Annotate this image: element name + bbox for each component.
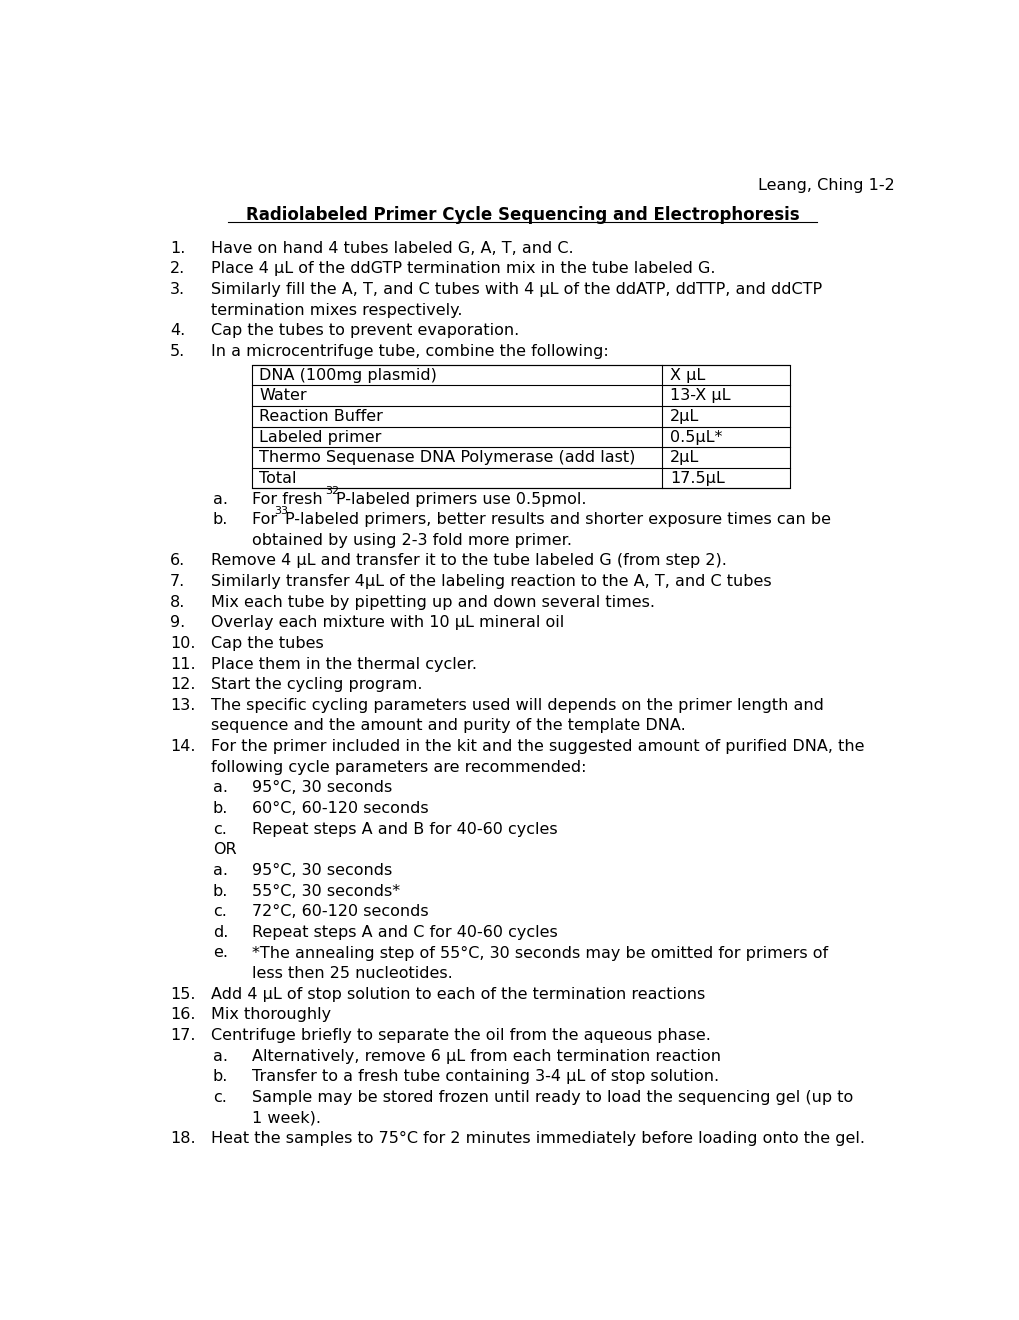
Text: Remove 4 μL and transfer it to the tube labeled G (from step 2).: Remove 4 μL and transfer it to the tube … [211,553,727,569]
Text: c.: c. [213,1090,226,1105]
Text: Similarly fill the A, T, and C tubes with 4 μL of the ddATP, ddTTP, and ddCTP: Similarly fill the A, T, and C tubes wit… [211,282,821,297]
Text: Mix each tube by pipetting up and down several times.: Mix each tube by pipetting up and down s… [211,595,654,610]
Text: a.: a. [213,863,227,878]
Text: Place 4 μL of the ddGTP termination mix in the tube labeled G.: Place 4 μL of the ddGTP termination mix … [211,261,715,276]
Text: P-labeled primers, better results and shorter exposure times can be: P-labeled primers, better results and sh… [285,512,830,527]
Text: b.: b. [213,801,228,816]
Text: Similarly transfer 4μL of the labeling reaction to the A, T, and C tubes: Similarly transfer 4μL of the labeling r… [211,574,771,589]
Text: Water: Water [259,388,307,404]
Text: Alternatively, remove 6 μL from each termination reaction: Alternatively, remove 6 μL from each ter… [252,1048,719,1064]
Text: 2μL: 2μL [669,409,699,424]
Text: Cap the tubes: Cap the tubes [211,636,324,651]
Text: 2μL: 2μL [669,450,699,466]
Text: 0.5μL*: 0.5μL* [669,430,721,445]
Text: 7.: 7. [170,574,185,589]
Text: Centrifuge briefly to separate the oil from the aqueous phase.: Centrifuge briefly to separate the oil f… [211,1028,710,1043]
Text: a.: a. [213,780,227,796]
Text: Total: Total [259,471,297,486]
Text: 8.: 8. [170,595,185,610]
Text: For the primer included in the kit and the suggested amount of purified DNA, the: For the primer included in the kit and t… [211,739,864,754]
Text: The specific cycling parameters used will depends on the primer length and: The specific cycling parameters used wil… [211,698,823,713]
Text: a.: a. [213,1048,227,1064]
Text: 72°C, 60-120 seconds: 72°C, 60-120 seconds [252,904,428,919]
Text: d.: d. [213,925,228,940]
Text: Transfer to a fresh tube containing 3-4 μL of stop solution.: Transfer to a fresh tube containing 3-4 … [252,1069,718,1084]
Text: c.: c. [213,821,226,837]
Text: Leang, Ching 1-2: Leang, Ching 1-2 [757,178,894,193]
Text: 32: 32 [324,486,338,496]
Text: 12.: 12. [170,677,196,692]
Text: 16.: 16. [170,1007,196,1023]
Text: following cycle parameters are recommended:: following cycle parameters are recommend… [211,760,586,775]
Text: 1 week).: 1 week). [252,1110,320,1126]
Text: 6.: 6. [170,553,185,569]
Text: OR: OR [213,842,236,857]
Text: 2.: 2. [170,261,185,276]
Text: 3.: 3. [170,282,185,297]
Text: termination mixes respectively.: termination mixes respectively. [211,302,463,318]
Text: In a microcentrifuge tube, combine the following:: In a microcentrifuge tube, combine the f… [211,345,608,359]
Text: Add 4 μL of stop solution to each of the termination reactions: Add 4 μL of stop solution to each of the… [211,987,705,1002]
Text: e.: e. [213,945,227,961]
Text: Radiolabeled Primer Cycle Sequencing and Electrophoresis: Radiolabeled Primer Cycle Sequencing and… [246,206,799,224]
Text: DNA (100mg plasmid): DNA (100mg plasmid) [259,368,437,383]
Text: X μL: X μL [669,368,704,383]
Text: Cap the tubes to prevent evaporation.: Cap the tubes to prevent evaporation. [211,323,519,338]
Text: 60°C, 60-120 seconds: 60°C, 60-120 seconds [252,801,428,816]
Text: 18.: 18. [170,1131,196,1146]
Text: 17.5μL: 17.5μL [669,471,725,486]
Text: For: For [252,512,281,527]
Text: b.: b. [213,512,228,527]
Text: 17.: 17. [170,1028,196,1043]
Text: Heat the samples to 75°C for 2 minutes immediately before loading onto the gel.: Heat the samples to 75°C for 2 minutes i… [211,1131,864,1146]
Text: 1.: 1. [170,240,185,256]
Text: 10.: 10. [170,636,196,651]
Bar [252,364,790,488]
Text: 55°C, 30 seconds*: 55°C, 30 seconds* [252,883,399,899]
Text: Reaction Buffer: Reaction Buffer [259,409,383,424]
Text: 95°C, 30 seconds: 95°C, 30 seconds [252,780,391,796]
Text: 4.: 4. [170,323,185,338]
Text: 33: 33 [274,507,288,516]
Text: c.: c. [213,904,226,919]
Text: Have on hand 4 tubes labeled G, A, T, and C.: Have on hand 4 tubes labeled G, A, T, an… [211,240,574,256]
Text: Thermo Sequenase DNA Polymerase (add last): Thermo Sequenase DNA Polymerase (add las… [259,450,635,466]
Text: *The annealing step of 55°C, 30 seconds may be omitted for primers of: *The annealing step of 55°C, 30 seconds … [252,945,826,961]
Text: obtained by using 2-3 fold more primer.: obtained by using 2-3 fold more primer. [252,533,571,548]
Text: b.: b. [213,1069,228,1084]
Text: Labeled primer: Labeled primer [259,430,381,445]
Text: sequence and the amount and purity of the template DNA.: sequence and the amount and purity of th… [211,718,686,734]
Text: less then 25 nucleotides.: less then 25 nucleotides. [252,966,451,981]
Text: 11.: 11. [170,656,196,672]
Text: 13.: 13. [170,698,196,713]
Text: 95°C, 30 seconds: 95°C, 30 seconds [252,863,391,878]
Text: Repeat steps A and B for 40-60 cycles: Repeat steps A and B for 40-60 cycles [252,821,556,837]
Text: Sample may be stored frozen until ready to load the sequencing gel (up to: Sample may be stored frozen until ready … [252,1090,852,1105]
Text: Overlay each mixture with 10 μL mineral oil: Overlay each mixture with 10 μL mineral … [211,615,564,631]
Text: Start the cycling program.: Start the cycling program. [211,677,422,692]
Text: Place them in the thermal cycler.: Place them in the thermal cycler. [211,656,477,672]
Text: 9.: 9. [170,615,185,631]
Text: 14.: 14. [170,739,196,754]
Text: Repeat steps A and C for 40-60 cycles: Repeat steps A and C for 40-60 cycles [252,925,556,940]
Text: Mix thoroughly: Mix thoroughly [211,1007,331,1023]
Text: 5.: 5. [170,345,185,359]
Text: For fresh: For fresh [252,491,327,507]
Text: a.: a. [213,491,227,507]
Text: b.: b. [213,883,228,899]
Text: 13-X μL: 13-X μL [669,388,730,404]
Text: 15.: 15. [170,987,196,1002]
Text: P-labeled primers use 0.5pmol.: P-labeled primers use 0.5pmol. [335,491,586,507]
